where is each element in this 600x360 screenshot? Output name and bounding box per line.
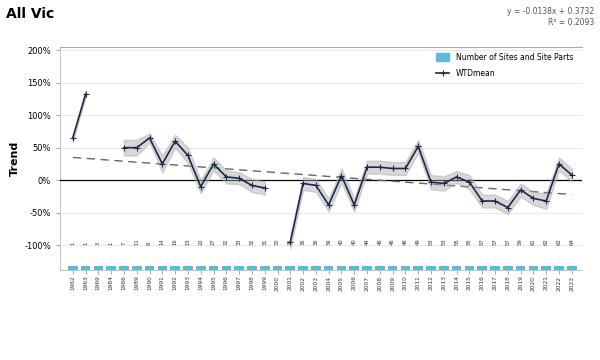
- Bar: [567, 266, 577, 287]
- Bar: [401, 266, 410, 287]
- Bar: [439, 266, 449, 287]
- Bar: [349, 266, 359, 287]
- Bar: [311, 266, 320, 287]
- Bar: [426, 266, 436, 287]
- Text: 15: 15: [185, 238, 190, 245]
- Text: 36: 36: [313, 238, 319, 245]
- Bar: [554, 266, 564, 287]
- Bar: [362, 266, 372, 287]
- Text: 31: 31: [262, 238, 267, 245]
- Bar: [490, 266, 500, 287]
- Bar: [106, 266, 116, 287]
- Bar: [209, 266, 218, 287]
- Text: 16: 16: [173, 238, 178, 245]
- Text: 33: 33: [236, 238, 242, 245]
- Bar: [464, 266, 474, 287]
- Bar: [81, 266, 91, 287]
- Legend: Number of Sites and Site Parts, WTDmean: Number of Sites and Site Parts, WTDmean: [436, 53, 573, 78]
- Text: 57: 57: [505, 238, 510, 245]
- Text: 27: 27: [211, 238, 216, 245]
- Text: 59: 59: [518, 238, 523, 245]
- Bar: [183, 266, 193, 287]
- Bar: [170, 266, 180, 287]
- Text: 53: 53: [442, 238, 446, 245]
- Text: 44: 44: [365, 238, 370, 245]
- Text: 39: 39: [326, 238, 331, 245]
- Bar: [145, 266, 154, 287]
- Bar: [273, 266, 282, 287]
- Text: 57: 57: [493, 238, 497, 245]
- Text: 36: 36: [301, 238, 305, 245]
- Text: 55: 55: [467, 238, 472, 245]
- Bar: [478, 266, 487, 287]
- Text: 11: 11: [134, 238, 139, 245]
- Bar: [337, 266, 346, 287]
- Text: 40: 40: [352, 238, 357, 245]
- Text: 53: 53: [428, 238, 434, 245]
- Bar: [221, 266, 231, 287]
- Bar: [94, 266, 103, 287]
- Bar: [529, 266, 538, 287]
- Bar: [324, 266, 334, 287]
- Text: 1: 1: [109, 241, 113, 245]
- Bar: [286, 266, 295, 287]
- Bar: [158, 266, 167, 287]
- Text: 1: 1: [70, 241, 75, 245]
- Text: 35: 35: [288, 238, 293, 245]
- Text: 49: 49: [416, 238, 421, 245]
- Text: 55: 55: [454, 238, 459, 245]
- Text: 40: 40: [339, 238, 344, 245]
- Bar: [196, 266, 206, 287]
- Text: 7: 7: [121, 241, 127, 245]
- Bar: [298, 266, 308, 287]
- Text: 30: 30: [275, 238, 280, 245]
- Text: 8: 8: [147, 241, 152, 245]
- Text: 46: 46: [390, 238, 395, 245]
- Text: 46: 46: [377, 238, 382, 245]
- Text: 22: 22: [198, 238, 203, 245]
- Bar: [375, 266, 385, 287]
- Text: 64: 64: [569, 238, 574, 245]
- Bar: [260, 266, 269, 287]
- Bar: [68, 266, 77, 287]
- Y-axis label: Trend: Trend: [10, 141, 20, 176]
- Bar: [247, 266, 257, 287]
- Text: 62: 62: [544, 238, 548, 245]
- Text: y = -0.0138x + 0.3732
R² = 0.2093: y = -0.0138x + 0.3732 R² = 0.2093: [507, 7, 594, 27]
- Text: All Vic: All Vic: [6, 7, 54, 21]
- Bar: [413, 266, 423, 287]
- Text: 1: 1: [83, 241, 88, 245]
- Bar: [132, 266, 142, 287]
- Text: 32: 32: [250, 238, 254, 245]
- Bar: [452, 266, 461, 287]
- Text: 63: 63: [556, 238, 562, 245]
- Text: 46: 46: [403, 238, 408, 245]
- Text: 57: 57: [480, 238, 485, 245]
- Bar: [516, 266, 526, 287]
- Bar: [503, 266, 512, 287]
- Bar: [235, 266, 244, 287]
- Bar: [388, 266, 397, 287]
- Text: 32: 32: [224, 238, 229, 245]
- Text: 3: 3: [96, 241, 101, 245]
- Bar: [119, 266, 129, 287]
- Text: 61: 61: [531, 238, 536, 245]
- Bar: [541, 266, 551, 287]
- Text: 14: 14: [160, 238, 165, 245]
